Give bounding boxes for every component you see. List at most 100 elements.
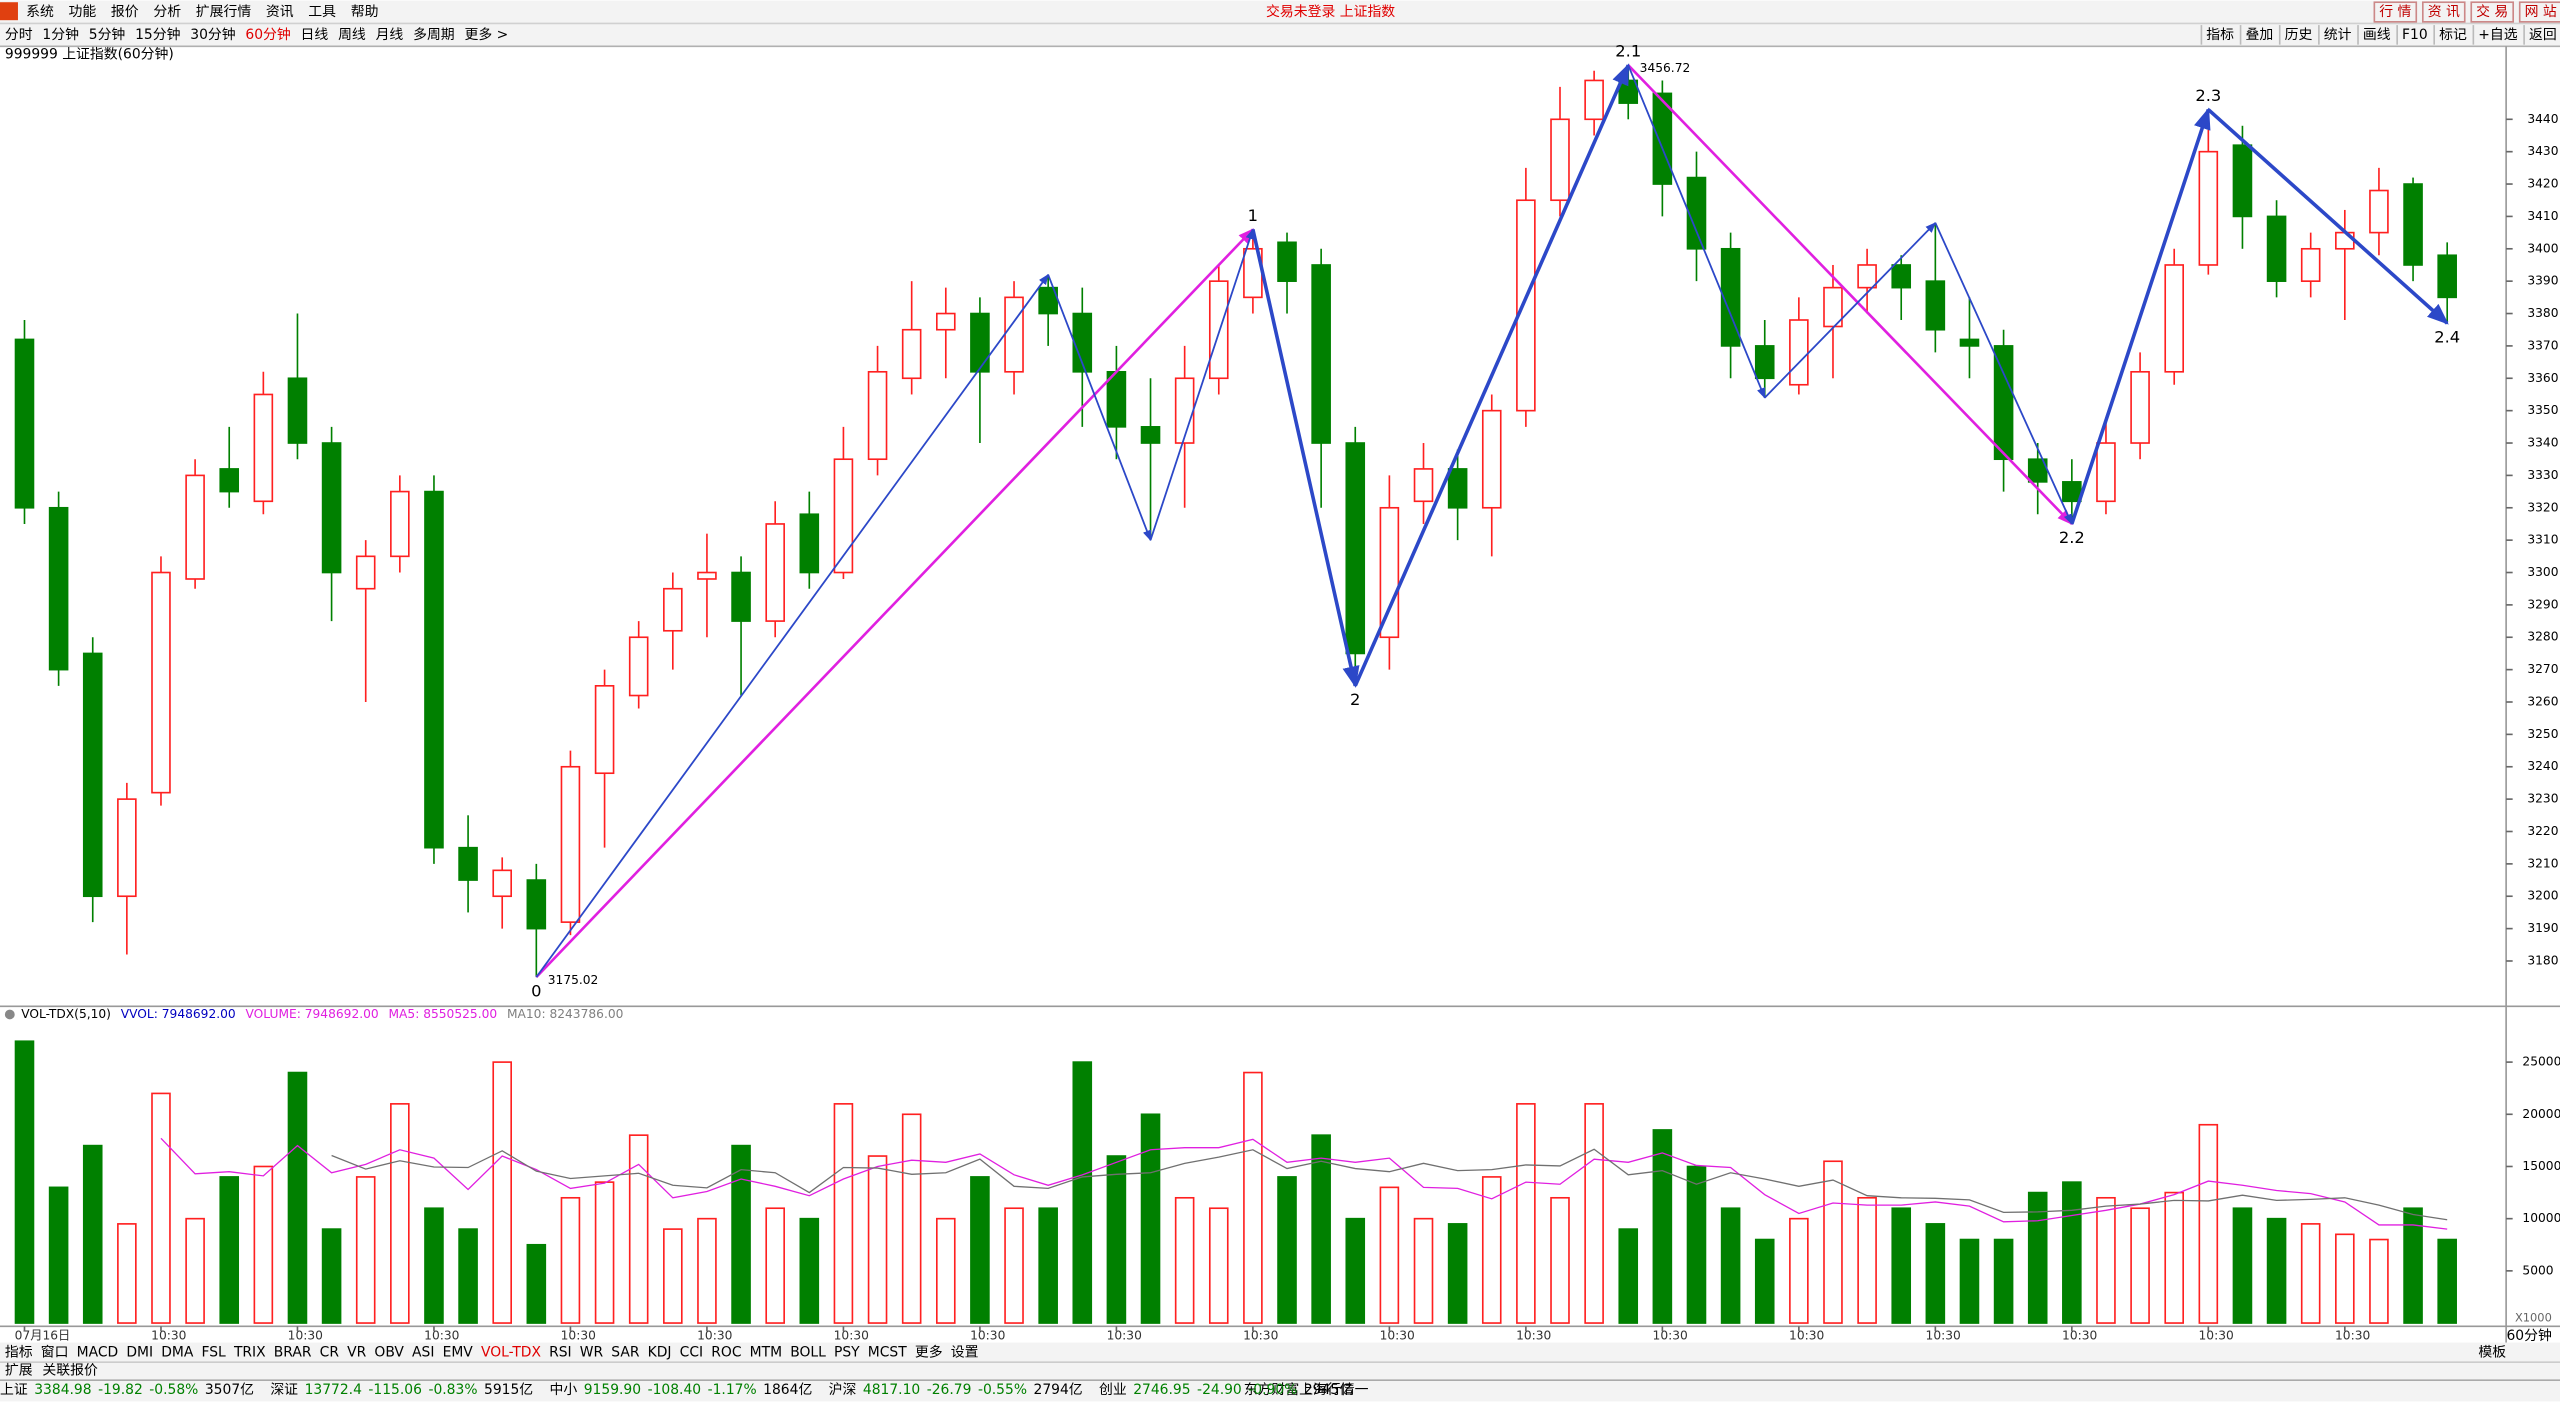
indicator-tab[interactable]: DMI <box>126 1344 153 1360</box>
period-tab[interactable]: 30分钟 <box>190 26 235 43</box>
top-button[interactable]: 行 情 <box>2379 4 2411 20</box>
menu-item[interactable]: 系统 <box>26 4 54 20</box>
period-tab[interactable]: 5分钟 <box>89 26 126 43</box>
candle-body <box>2403 183 2423 266</box>
tool-button[interactable]: 叠加 <box>2245 27 2273 43</box>
indicator-tab[interactable]: BOLL <box>790 1344 826 1360</box>
indicator-tab[interactable]: ASI <box>412 1344 434 1360</box>
tool-button[interactable]: 指标 <box>2206 27 2234 43</box>
indicator-tab[interactable]: RSI <box>549 1344 572 1360</box>
volume-bar <box>2164 1191 2184 1324</box>
status-amount: 3507亿 <box>205 1382 254 1398</box>
period-tab[interactable]: 分时 <box>5 27 33 43</box>
candle-body <box>2369 189 2389 234</box>
indicator-tab[interactable]: SAR <box>611 1344 640 1360</box>
tool-button[interactable]: 画线 <box>2363 27 2391 43</box>
period-tab[interactable]: 周线 <box>338 27 366 43</box>
volume-bar <box>970 1176 990 1324</box>
indicator-tab[interactable]: BRAR <box>274 1344 312 1360</box>
indicator-tab[interactable]: DMA <box>161 1344 194 1360</box>
ext-tab[interactable]: 关联报价 <box>42 1362 98 1378</box>
volume-bar <box>1243 1071 1263 1324</box>
volume-bar <box>117 1223 137 1324</box>
indicator-tab[interactable]: TRIX <box>233 1344 266 1360</box>
indicator-tab[interactable]: MTM <box>750 1344 782 1360</box>
status-pct: -0.90% <box>1248 1382 1297 1398</box>
status-name: 中小 <box>549 1382 577 1398</box>
y-tick-label: 3340 <box>2527 436 2558 450</box>
menu-item[interactable]: 资讯 <box>266 4 294 20</box>
menu-item[interactable]: 报价 <box>111 4 139 20</box>
menu-item[interactable]: 工具 <box>308 4 336 20</box>
indicator-tab[interactable]: KDJ <box>648 1344 672 1360</box>
wave-label: 0 <box>531 981 541 1000</box>
candle-body <box>1959 338 1980 347</box>
period-tab[interactable]: 1分钟 <box>42 26 79 43</box>
menu-item[interactable]: 扩展行情 <box>196 4 252 20</box>
indicator-tab[interactable]: MACD <box>77 1344 119 1360</box>
volume-bar <box>1823 1160 1843 1324</box>
volume-bar <box>2198 1123 2219 1324</box>
indicator-tab[interactable]: EMV <box>443 1344 474 1360</box>
candle-body <box>2198 150 2219 266</box>
indicator-tab[interactable]: 设置 <box>951 1344 979 1360</box>
status-source: 东方财富上海行情一 <box>1244 1381 1369 1398</box>
candle-body <box>48 506 69 671</box>
period-label: 60分钟 <box>2506 1327 2551 1344</box>
status-pct: -0.58% <box>149 1382 198 1398</box>
wave-line <box>535 273 1049 978</box>
top-button[interactable]: 交 易 <box>2476 3 2508 20</box>
volume-bar <box>321 1228 342 1324</box>
volume-bar <box>1652 1129 1673 1324</box>
period-tab[interactable]: 更多 > <box>464 26 508 43</box>
app-icon <box>0 2 18 21</box>
indicator-tab[interactable]: CR <box>320 1344 340 1360</box>
tool-button[interactable]: F10 <box>2402 27 2428 43</box>
tool-button[interactable]: +自选 <box>2478 27 2517 43</box>
indicator-tab[interactable]: MCST <box>868 1344 907 1360</box>
extreme-label: 3175.02 <box>548 973 599 987</box>
wave-line <box>1627 64 1766 399</box>
period-tab[interactable]: 日线 <box>301 27 329 43</box>
top-button[interactable]: 网 站 <box>2525 4 2557 20</box>
button-frame <box>2518 1 2560 23</box>
indicator-tab[interactable]: OBV <box>374 1344 404 1360</box>
volume-bar <box>2335 1233 2355 1324</box>
indicator-tab[interactable]: VR <box>347 1344 366 1360</box>
ext-tab[interactable]: 扩展 <box>5 1362 33 1378</box>
volume-legend: VOL-TDX(5,10) <box>21 1007 111 1021</box>
y-tick-label: 3330 <box>2527 468 2558 482</box>
y-tick-label: 3200 <box>2527 889 2558 903</box>
top-button[interactable]: 资 讯 <box>2428 4 2460 20</box>
indicator-tab[interactable]: FSL <box>202 1344 227 1360</box>
template-tab[interactable]: 模板 <box>2478 1344 2506 1360</box>
period-tab[interactable]: 月线 <box>376 27 404 43</box>
indicator-tab[interactable]: 指标 <box>5 1344 33 1360</box>
indicator-tab[interactable]: VOL-TDX <box>481 1344 541 1360</box>
x-tick-label: 10:30 <box>1516 1329 1551 1343</box>
menu-item[interactable]: 功能 <box>69 4 97 20</box>
volume-bar <box>14 1040 35 1324</box>
tool-button[interactable]: 统计 <box>2324 27 2352 43</box>
indicator-tab[interactable]: CCI <box>680 1344 703 1360</box>
tool-button[interactable]: 历史 <box>2285 27 2313 43</box>
indicator-tab[interactable]: PSY <box>834 1344 860 1360</box>
menu-item[interactable]: 帮助 <box>351 4 379 20</box>
indicator-tab[interactable]: WR <box>580 1344 604 1360</box>
period-tab[interactable]: 60分钟 <box>245 26 290 43</box>
indicator-tab[interactable]: 窗口 <box>41 1343 69 1360</box>
volume-bar <box>1072 1061 1093 1324</box>
tool-button[interactable]: 标记 <box>2439 27 2467 43</box>
tool-button[interactable]: 返回 <box>2529 27 2557 43</box>
y-tick-label: 3210 <box>2527 856 2558 870</box>
candle-body <box>287 377 308 444</box>
menu-item[interactable]: 分析 <box>153 4 181 20</box>
period-tab[interactable]: 15分钟 <box>135 26 180 43</box>
indicator-tab[interactable]: 更多 <box>915 1343 943 1360</box>
period-tab[interactable]: 多周期 <box>413 26 455 43</box>
y-tick-label: 3180 <box>2527 953 2558 967</box>
x-tick-label: 10:30 <box>2062 1329 2097 1343</box>
volume-bar <box>1174 1196 1195 1324</box>
indicator-tab[interactable]: ROC <box>711 1344 741 1360</box>
